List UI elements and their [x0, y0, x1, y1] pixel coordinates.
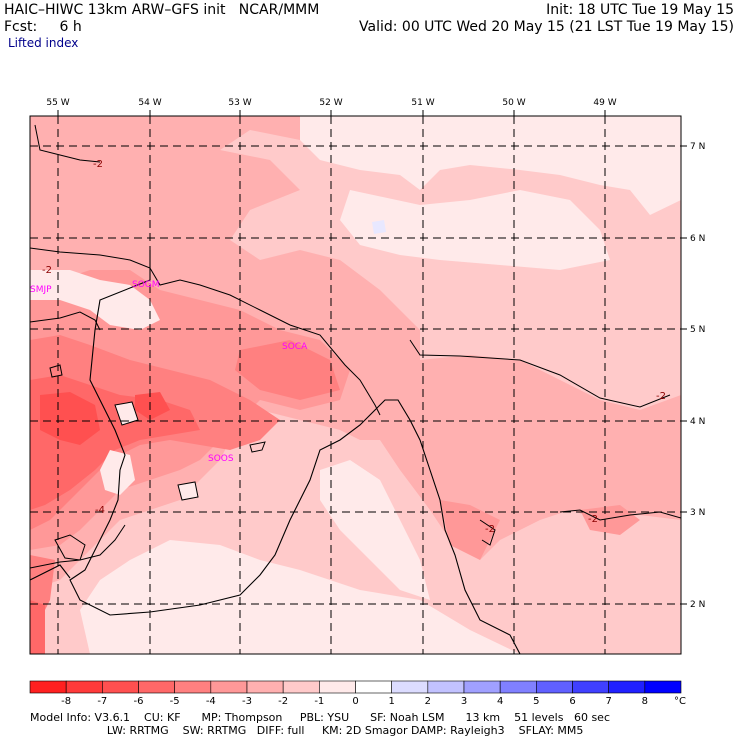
- colorbar-swatch: [572, 680, 609, 694]
- colorbar-tick-label: 1: [388, 696, 394, 707]
- init-time: Init: 18 UTC Tue 19 May 15: [546, 2, 734, 18]
- colorbar-swatch: [499, 680, 537, 694]
- colorbar-swatch: [608, 680, 646, 694]
- field-name: Lifted index: [8, 36, 79, 50]
- colorbar-tick-label: -3: [242, 696, 252, 707]
- colorbar-swatch: [174, 680, 212, 694]
- model-info-line1: Model Info: V3.6.1 CU: KF MP: Thompson P…: [30, 711, 610, 724]
- colorbar-swatch: [210, 680, 248, 694]
- colorbar-swatch: [29, 680, 67, 694]
- colorbar-tick-label: 4: [497, 696, 503, 707]
- colorbar-swatch: [536, 680, 573, 694]
- colorbar-swatch: [463, 680, 501, 694]
- colorbar-unit: °C: [674, 696, 686, 707]
- colorbar-tick-label: 2: [425, 696, 431, 707]
- lon-label: 53 W: [228, 98, 251, 108]
- axis-ticks: [57, 110, 687, 605]
- lat-label: 7 N: [690, 142, 705, 152]
- colorbar-swatch: [65, 680, 103, 694]
- colorbar-tick-label: 6: [569, 696, 575, 707]
- colorbar-tick-label: 7: [605, 696, 611, 707]
- colorbar-swatch: [282, 680, 320, 694]
- forecast-hour: Fcst: 6 h: [4, 19, 82, 35]
- colorbar-swatch: [644, 680, 682, 694]
- colorbar-tick-label: 8: [642, 696, 648, 707]
- valid-time: Valid: 00 UTC Wed 20 May 15 (21 LST Tue …: [359, 19, 734, 35]
- map-frame: [29, 115, 682, 655]
- lat-label: 3 N: [690, 508, 705, 518]
- colorbar-swatch: [102, 680, 139, 694]
- contour-label: -2: [588, 514, 598, 525]
- colorbar-tick-label: 5: [533, 696, 539, 707]
- colorbar-tick-label: 3: [461, 696, 467, 707]
- contour-label: -2: [93, 159, 103, 170]
- colorbar-tick-label: -8: [61, 696, 71, 707]
- colorbar-tick-label: -2: [278, 696, 288, 707]
- lon-label: 51 W: [411, 98, 434, 108]
- colorbar-tick-label: 0: [352, 696, 358, 707]
- lon-label: 49 W: [593, 98, 616, 108]
- contour-label: -2: [656, 391, 666, 402]
- contour-label: -2: [42, 265, 52, 276]
- lat-label: 4 N: [690, 417, 705, 427]
- station-label: SOGM: [132, 280, 160, 290]
- colorbar-swatch: [355, 680, 392, 694]
- lat-label: 2 N: [690, 600, 705, 610]
- lon-label: 52 W: [319, 98, 342, 108]
- colorbar-swatch: [138, 680, 175, 694]
- colorbar-tick-label: -7: [97, 696, 107, 707]
- colorbar-tick-label: -6: [134, 696, 144, 707]
- lifted-index-field: [30, 116, 681, 654]
- model-title: HAIC–HIWC 13km ARW–GFS init NCAR/MMM: [4, 2, 320, 18]
- colorbar-tick-label: -1: [314, 696, 324, 707]
- graticule: [30, 116, 681, 654]
- colorbar-tick-label: -4: [206, 696, 216, 707]
- lat-label: 5 N: [690, 325, 705, 335]
- lat-label: 6 N: [690, 234, 705, 244]
- colorbar-swatch: [391, 680, 429, 694]
- station-label: SMJP: [30, 285, 52, 295]
- contour-label: -4: [95, 505, 105, 516]
- colorbar-swatch: [246, 680, 284, 694]
- contour-label: -2: [485, 524, 495, 535]
- lon-label: 50 W: [502, 98, 525, 108]
- station-label: SOOS: [208, 454, 234, 464]
- colorbar-tick-label: -5: [170, 696, 180, 707]
- colorbar-swatch: [427, 680, 465, 694]
- colorbar: -8 -7 -6 -5 -4 -3 -2 -1 0 1 2 3 4 5 6 7 8: [29, 680, 682, 707]
- station-label: SOCA: [282, 342, 308, 352]
- lon-label: 55 W: [46, 98, 69, 108]
- colorbar-swatch: [319, 680, 356, 694]
- model-info-line2: LW: RRTMG SW: RRTMG DIFF: full KM: 2D Sm…: [30, 724, 584, 737]
- lon-label: 54 W: [138, 98, 161, 108]
